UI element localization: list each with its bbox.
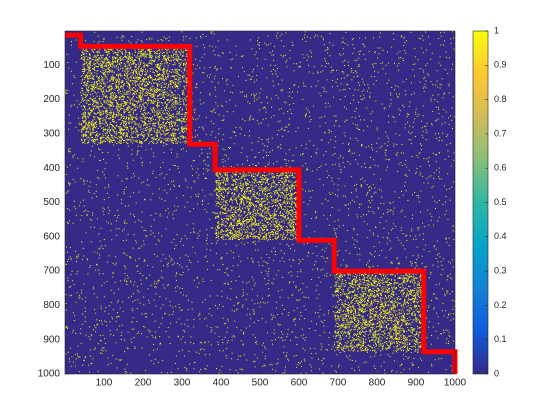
speckles xyxy=(65,31,455,374)
x-tick-label: 800 xyxy=(369,378,386,389)
colorbar-tick-label: 0.1 xyxy=(494,334,507,344)
colorbar-tick-label: 0 xyxy=(494,368,499,378)
x-tick-label: 600 xyxy=(291,378,308,389)
x-tick-label: 900 xyxy=(408,378,425,389)
x-tick-label: 500 xyxy=(252,378,269,389)
colorbar-tick-label: 0.5 xyxy=(494,197,507,207)
colorbar-tick-label: 0.2 xyxy=(494,300,507,310)
colorbar-tick-label: 0.4 xyxy=(494,231,507,241)
x-tick-label: 100 xyxy=(96,378,113,389)
y-tick-label: 900 xyxy=(43,334,60,345)
x-tick-label: 400 xyxy=(213,378,230,389)
y-tick-label: 600 xyxy=(43,231,60,242)
colorbar-tick-label: 0.8 xyxy=(494,94,507,104)
colorbar-tick-label: 0.6 xyxy=(494,163,507,173)
x-tick-label: 1000 xyxy=(444,378,467,389)
plot-area xyxy=(65,31,458,374)
colorbar-tick-label: 0.7 xyxy=(494,128,507,138)
colorbar-tick-label: 0.3 xyxy=(494,265,507,275)
x-tick-label: 300 xyxy=(174,378,191,389)
y-tick-label: 1000 xyxy=(38,369,61,380)
colorbar-tick-label: 0.9 xyxy=(494,60,507,70)
staircase-line xyxy=(65,32,458,374)
x-tick-label: 700 xyxy=(330,378,347,389)
y-tick-label: 700 xyxy=(43,266,60,277)
y-tick-label: 400 xyxy=(43,163,60,174)
x-tick-label: 200 xyxy=(135,378,152,389)
y-tick-label: 800 xyxy=(43,300,60,311)
colorbar-tick-label: 1 xyxy=(494,25,499,35)
y-tick-label: 100 xyxy=(43,60,60,71)
y-tick-label: 300 xyxy=(43,129,60,140)
y-tick-label: 200 xyxy=(43,94,60,105)
y-tick-label: 500 xyxy=(43,197,60,208)
